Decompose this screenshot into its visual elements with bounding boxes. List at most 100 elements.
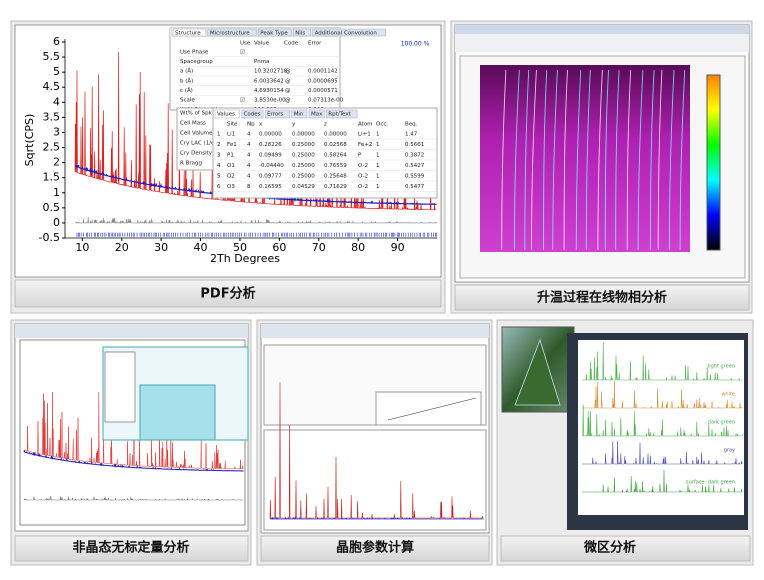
x-tick-label: 50 <box>233 241 247 254</box>
cell: O2 <box>227 174 235 180</box>
tab <box>326 109 358 119</box>
left-label: Wt% of Spk <box>180 111 213 117</box>
atom-table: Values Codes Errors Min Max Rpt/Text Site Np x y z… <box>212 107 438 199</box>
pattern-trace <box>582 404 743 437</box>
cell: 4 <box>217 163 221 169</box>
column-header: Value <box>254 41 270 47</box>
column-header: Error <box>308 41 322 47</box>
cell: 4 <box>247 163 251 169</box>
cell: P1 <box>227 153 234 159</box>
row-label: Scale <box>180 98 195 104</box>
y-tick-label: 3 <box>53 125 60 138</box>
table-bg <box>212 107 438 199</box>
y-tick-label: 6 <box>53 35 60 48</box>
tab <box>241 109 264 119</box>
row-label: Use Phase <box>180 50 209 56</box>
row-label: c (Å) <box>180 87 193 94</box>
x-tick-label: 10 <box>75 241 89 254</box>
tab <box>308 109 325 119</box>
caption-bars <box>14 279 751 562</box>
y-tick-label: 2.5 <box>43 141 61 154</box>
cell: 1 <box>376 163 380 169</box>
pattern-trace <box>269 382 484 519</box>
value: Pnma <box>254 59 269 65</box>
x-tick-label: 90 <box>391 241 405 254</box>
structure-table: Structure Microstructure Peak Type Nils Addi… <box>169 27 387 115</box>
checkbox: ☑ <box>240 97 245 104</box>
tab-label: Errors <box>267 112 283 118</box>
cell: 4 <box>247 174 251 180</box>
x-tick-label: 20 <box>115 241 129 254</box>
tab <box>214 109 240 119</box>
cell: 8 <box>247 184 251 190</box>
y-tick-label: 1.5 <box>43 171 61 184</box>
pattern-trace <box>582 341 743 381</box>
y-tick-label: 0 <box>53 216 60 229</box>
cell: 0.09499 <box>259 153 282 159</box>
cell: 1 <box>376 153 380 159</box>
cell: 4 <box>247 132 251 138</box>
error: 0.0001142 <box>308 69 338 75</box>
pattern-trace <box>582 440 743 466</box>
column-header: x <box>259 122 263 128</box>
column-header: Np <box>247 122 255 128</box>
tab-label: Additional Convolution <box>315 30 378 36</box>
cell: 1 <box>376 184 380 190</box>
cell: 0.58264 <box>324 153 347 159</box>
stripe <box>513 69 520 251</box>
stripe <box>668 69 675 251</box>
cell-screen <box>261 324 489 531</box>
cell: 0.25000 <box>292 142 315 148</box>
column-header: Beq. <box>405 122 418 128</box>
cell: 6 <box>217 184 221 190</box>
caption: 晶胞参数计算 <box>336 540 414 556</box>
column-header: Code <box>284 41 299 47</box>
cell: 1 <box>376 132 380 138</box>
left-label: Cry Density <box>180 151 213 157</box>
micro-screen: light green white dark green gray surface: d… <box>501 326 748 530</box>
cell: 1 <box>376 174 380 180</box>
tab <box>264 109 290 119</box>
cell: 0.00000 <box>259 132 282 138</box>
cell: O-2 <box>358 174 368 180</box>
cell: 4 <box>247 142 251 148</box>
cell: 4 <box>247 153 251 159</box>
cell: 0.5599 <box>405 174 425 180</box>
cell: 0.00000 <box>292 132 315 138</box>
stripe <box>575 69 582 251</box>
y-tick-label: 5 <box>53 65 60 78</box>
x-tick-label: 80 <box>351 241 365 254</box>
percent-label: 100.00 % <box>401 41 430 48</box>
cell: 0.5661 <box>405 142 424 148</box>
row-label: b (Å) <box>180 77 193 84</box>
trace-label: white <box>721 392 735 398</box>
stripe <box>552 69 558 251</box>
row-label: Spacegroup <box>180 59 213 65</box>
cell: 0.76559 <box>324 163 347 169</box>
y-tick-label: -0.5 <box>39 231 60 244</box>
pattern-trace <box>23 495 244 501</box>
cell: O1 <box>227 163 235 169</box>
column-header: Site <box>227 122 238 128</box>
code: @ <box>285 69 291 75</box>
x-tick-label: 60 <box>272 241 286 254</box>
cell: -0.04440 <box>259 163 284 169</box>
cell: 1 <box>376 142 380 148</box>
tab <box>293 28 311 37</box>
cell: 0.02568 <box>324 142 347 148</box>
stripe <box>637 69 644 251</box>
cell: 0.00000 <box>324 132 347 138</box>
caption: 非晶态无标定量分析 <box>72 540 189 556</box>
stripe <box>563 69 568 251</box>
tab <box>312 28 387 37</box>
value: 4.6930154 <box>254 88 284 94</box>
cell: 0.09777 <box>259 174 282 180</box>
cell: 2 <box>217 142 221 148</box>
x-tick-label: 40 <box>194 241 208 254</box>
cell: 3 <box>217 153 221 159</box>
x-tick-label: 70 <box>312 241 326 254</box>
y-tick-label: 4.5 <box>43 80 61 93</box>
y-axis-title: Sqrt(CPS) <box>23 114 36 167</box>
cell: 0.5477 <box>405 184 425 190</box>
pattern-trace <box>582 381 743 409</box>
